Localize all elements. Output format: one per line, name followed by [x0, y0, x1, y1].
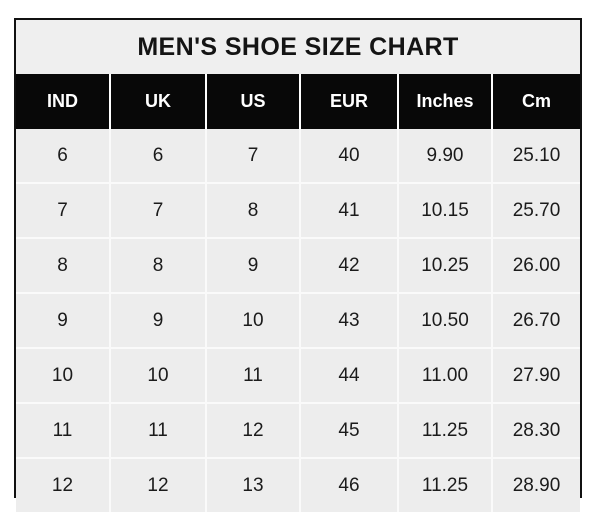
cell-uk: 10	[110, 347, 207, 403]
cell-inches: 9.90	[398, 129, 493, 183]
cell-cm: 26.70	[492, 292, 580, 348]
table-header-row: IND UK US EUR Inches Cm	[16, 74, 580, 129]
cell-uk: 8	[110, 237, 207, 293]
cell-ind: 8	[16, 237, 111, 293]
cell-us: 7	[206, 129, 301, 183]
cell-uk: 6	[110, 129, 207, 183]
table-row: 7 7 8 41 10.15 25.70	[16, 182, 580, 238]
page-title: MEN'S SHOE SIZE CHART	[137, 32, 459, 61]
cell-eur: 44	[300, 347, 399, 403]
column-header-cm: Cm	[492, 74, 580, 129]
cell-eur: 42	[300, 237, 399, 293]
column-header-ind: IND	[16, 74, 111, 129]
cell-us: 13	[206, 457, 301, 512]
cell-eur: 40	[300, 129, 399, 183]
cell-ind: 12	[16, 457, 111, 512]
cell-eur: 45	[300, 402, 399, 458]
cell-inches: 10.50	[398, 292, 493, 348]
cell-inches: 10.15	[398, 182, 493, 238]
cell-inches: 11.00	[398, 347, 493, 403]
cell-eur: 41	[300, 182, 399, 238]
cell-cm: 25.70	[492, 182, 580, 238]
cell-ind: 11	[16, 402, 111, 458]
cell-uk: 9	[110, 292, 207, 348]
column-header-uk: UK	[110, 74, 207, 129]
column-header-eur: EUR	[300, 74, 399, 129]
cell-uk: 7	[110, 182, 207, 238]
chart-title-band: MEN'S SHOE SIZE CHART	[16, 20, 580, 74]
table-row: 8 8 9 42 10.25 26.00	[16, 237, 580, 293]
cell-inches: 11.25	[398, 457, 493, 512]
cell-uk: 12	[110, 457, 207, 512]
cell-cm: 28.90	[492, 457, 580, 512]
cell-ind: 9	[16, 292, 111, 348]
cell-inches: 11.25	[398, 402, 493, 458]
column-header-inches: Inches	[398, 74, 493, 129]
cell-cm: 25.10	[492, 129, 580, 183]
cell-ind: 7	[16, 182, 111, 238]
cell-eur: 46	[300, 457, 399, 512]
cell-us: 12	[206, 402, 301, 458]
table-header: IND UK US EUR Inches Cm	[16, 74, 580, 129]
table-row: 9 9 10 43 10.50 26.70	[16, 292, 580, 348]
cell-uk: 11	[110, 402, 207, 458]
table-row: 6 6 7 40 9.90 25.10	[16, 129, 580, 183]
cell-ind: 10	[16, 347, 111, 403]
cell-us: 11	[206, 347, 301, 403]
cell-cm: 27.90	[492, 347, 580, 403]
cell-us: 8	[206, 182, 301, 238]
cell-ind: 6	[16, 129, 111, 183]
column-header-us: US	[206, 74, 301, 129]
table-row: 10 10 11 44 11.00 27.90	[16, 347, 580, 403]
cell-cm: 26.00	[492, 237, 580, 293]
cell-cm: 28.30	[492, 402, 580, 458]
table-row: 12 12 13 46 11.25 28.90	[16, 457, 580, 512]
cell-inches: 10.25	[398, 237, 493, 293]
shoe-size-table: IND UK US EUR Inches Cm 6 6 7 40 9.90 25…	[16, 74, 580, 512]
table-body: 6 6 7 40 9.90 25.10 7 7 8 41 10.15 25.70…	[16, 129, 580, 512]
size-chart-table-frame: MEN'S SHOE SIZE CHART IND UK US EUR Inch…	[14, 18, 582, 512]
cell-eur: 43	[300, 292, 399, 348]
table-row: 11 11 12 45 11.25 28.30	[16, 402, 580, 458]
cell-us: 10	[206, 292, 301, 348]
cell-us: 9	[206, 237, 301, 293]
